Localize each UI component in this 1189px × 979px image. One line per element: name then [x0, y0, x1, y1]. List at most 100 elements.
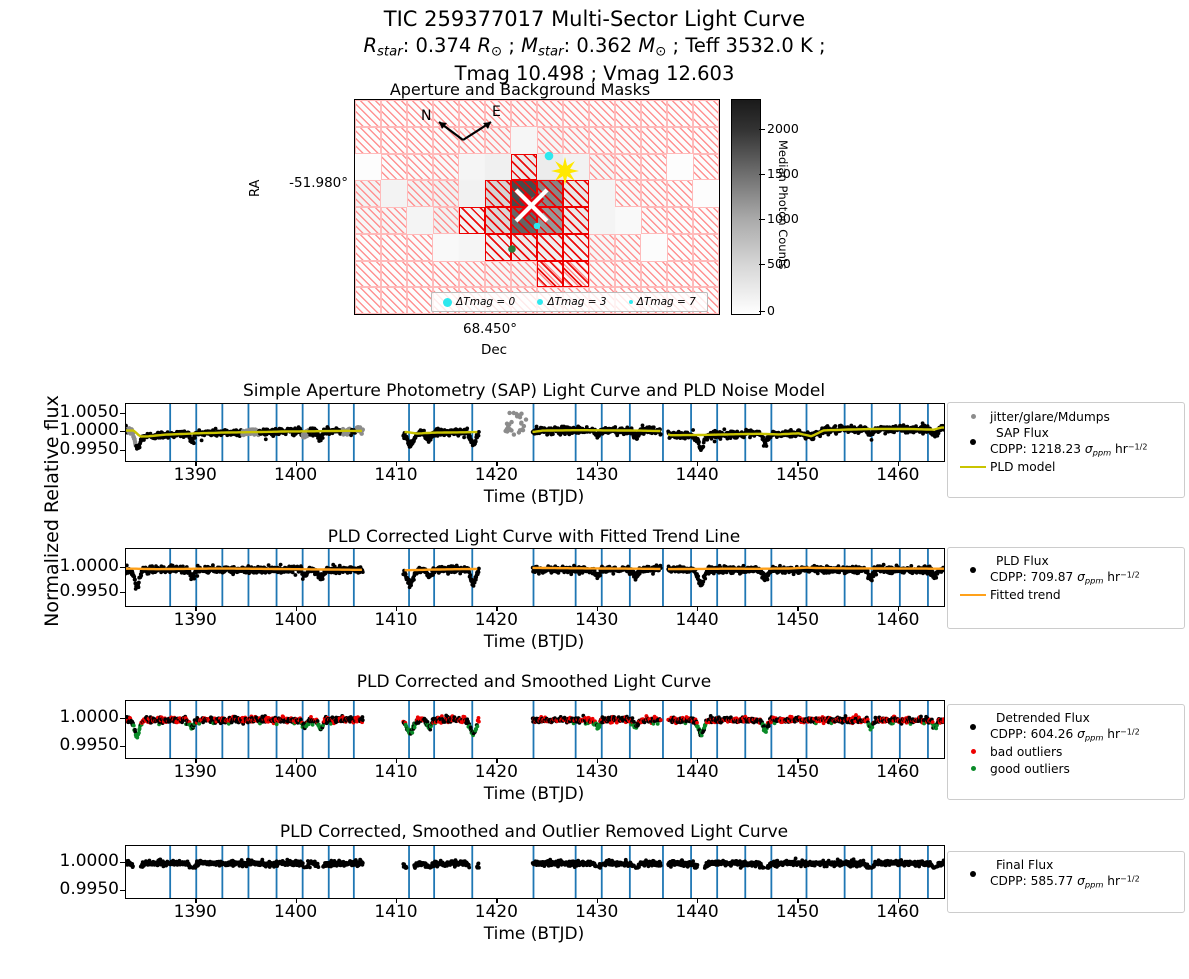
x-tick-label: 1390 — [173, 610, 217, 630]
flux-data-point — [195, 574, 200, 578]
flux-data-point — [834, 432, 838, 436]
flux-data-point — [701, 579, 706, 584]
x-tick-label: 1410 — [374, 610, 418, 630]
x-tick-mark — [295, 606, 298, 611]
background-mask-pixel — [615, 126, 641, 154]
y-tick-mark — [120, 450, 125, 452]
flux-data-point — [126, 563, 129, 568]
background-mask-pixel — [407, 233, 433, 261]
colorbar-label: Median Photon Counts — [776, 140, 790, 270]
jitter-data-point — [359, 431, 364, 436]
flux-data-point — [563, 432, 567, 436]
flux-data-point — [722, 427, 727, 432]
background-mask-pixel — [355, 100, 381, 127]
x-tick-mark — [797, 606, 799, 611]
background-mask-pixel — [407, 126, 433, 154]
background-mask-pixel — [433, 207, 459, 234]
flux-data-point — [290, 570, 295, 575]
colorbar-tick-mark — [759, 174, 765, 176]
background-mask-pixel — [355, 233, 381, 261]
x-axis-label-sap: Time (BTJD) — [483, 487, 585, 507]
flux-data-point — [626, 564, 630, 569]
panel-title-sap: Simple Aperture Photometry (SAP) Light C… — [242, 381, 826, 401]
flux-data-point — [705, 437, 710, 442]
legend-dot-icon — [970, 414, 976, 419]
compass-north-label: N — [421, 108, 432, 124]
flux-data-point — [598, 573, 602, 578]
flux-data-point — [925, 424, 930, 429]
flux-data-point — [139, 573, 144, 578]
colorbar-tick-mark — [759, 129, 765, 131]
flux-data-point — [126, 423, 128, 428]
x-tick-label: 1450 — [775, 610, 820, 630]
background-mask-pixel — [407, 100, 433, 127]
neighbor-star-dot — [533, 222, 541, 230]
legend-text-block: SAP Flux CDPP: 1218.23 σppm hr−1/2 — [990, 425, 1148, 458]
x-tick-mark — [897, 461, 900, 466]
legend-dot-icon — [970, 566, 976, 573]
flux-data-point — [718, 437, 723, 441]
target-x-marker — [514, 188, 549, 223]
flux-data-point — [266, 563, 271, 568]
x-tick-label: 1460 — [876, 610, 920, 630]
suptitle-line-2: Rstar: 0.374 R⊙ ; Mstar: 0.362 M⊙ ; Teff… — [0, 33, 1189, 61]
background-mask-pixel — [641, 153, 667, 181]
dec-axis-label: Dec — [480, 342, 508, 358]
legend-text-block: PLD Flux CDPP: 709.87 σppm hr−1/2 — [990, 553, 1140, 586]
fitted-trend-line — [126, 566, 944, 572]
bad-outlier-point — [309, 715, 313, 719]
flux-data-point — [611, 571, 616, 576]
background-mask-pixel — [433, 126, 459, 154]
tmag-dot-icon — [443, 297, 453, 307]
jitter-data-point — [511, 432, 517, 437]
flux-data-point — [725, 436, 730, 441]
flux-data-point — [146, 571, 151, 576]
x-tick-mark — [697, 606, 699, 611]
good-outlier-point — [135, 735, 140, 740]
jitter-data-point — [514, 411, 519, 417]
background-mask-pixel — [355, 126, 381, 154]
colorbar-tick-mark — [759, 219, 765, 221]
flux-data-point — [797, 428, 802, 433]
background-mask-pixel — [355, 207, 381, 234]
legend-item-sap-0: jitter/glare/Mdumps — [956, 408, 1176, 425]
aperture-mask-pixel — [537, 260, 563, 288]
legend-line-swatch — [960, 465, 986, 469]
aperture-mask-pixel — [485, 180, 511, 207]
aperture-mask-pixel — [511, 233, 537, 261]
background-mask-pixel — [589, 126, 615, 154]
background-mask-pixel — [459, 100, 485, 127]
background-mask-pixel — [381, 287, 407, 314]
flux-data-point — [360, 718, 365, 722]
x-tick-label: 1440 — [675, 465, 719, 485]
background-mask-pixel — [381, 260, 407, 288]
background-mask-pixel — [641, 126, 667, 154]
flux-data-point — [311, 433, 315, 438]
background-mask-pixel — [667, 180, 693, 207]
background-mask-pixel — [355, 287, 381, 314]
legend-line-marker — [956, 593, 990, 597]
background-mask-pixel — [693, 153, 719, 181]
x-tick-label: 1420 — [474, 465, 518, 485]
background-mask-pixel — [615, 153, 641, 181]
flux-data-point — [477, 430, 481, 434]
background-mask-pixel — [433, 180, 459, 207]
flux-data-point — [640, 423, 645, 428]
jitter-data-point — [507, 410, 512, 416]
good-outlier-point — [306, 722, 311, 727]
flux-data-point — [299, 717, 303, 722]
colorbar-tick-label: 0 — [767, 303, 775, 318]
x-tick-label: 1390 — [173, 465, 217, 485]
bad-outlier-point — [440, 714, 444, 718]
background-mask-pixel — [537, 126, 563, 154]
flux-data-point — [213, 426, 218, 431]
delta-tmag-legend: ΔTmag = 0 ΔTmag = 3 ΔTmag = 7 — [431, 292, 708, 312]
flux-data-point — [697, 440, 701, 444]
background-mask-pixel — [615, 180, 641, 207]
flux-data-point — [133, 730, 138, 734]
msun-symbol: M — [638, 34, 656, 58]
aperture-mask-pixel — [511, 153, 537, 181]
flux-data-point — [137, 445, 142, 450]
colorbar-tick-mark — [759, 264, 765, 266]
